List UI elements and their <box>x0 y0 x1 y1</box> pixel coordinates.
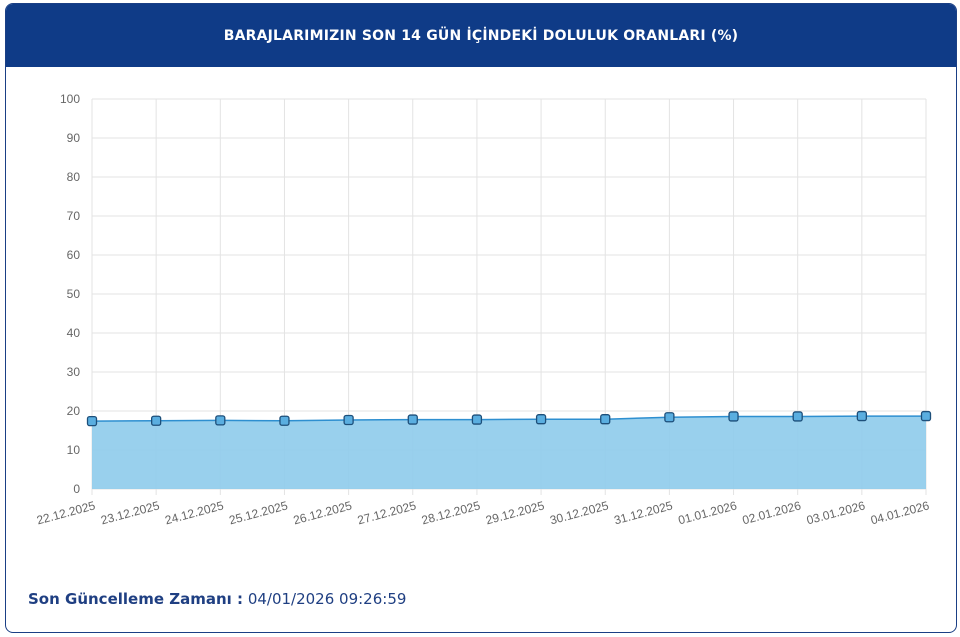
series-line <box>91 415 926 422</box>
x-tick-label: 30.12.2025 <box>548 498 610 527</box>
data-point <box>664 412 675 423</box>
last-update-label: Son Güncelleme Zamanı : <box>28 590 244 608</box>
data-point <box>215 415 226 426</box>
x-tick-label: 29.12.2025 <box>484 498 546 527</box>
y-tick-label: 60 <box>67 248 81 262</box>
x-tick-label: 25.12.2025 <box>228 498 290 527</box>
y-tick-label: 90 <box>67 131 81 145</box>
y-tick-label: 80 <box>67 170 81 184</box>
data-point <box>600 414 611 425</box>
y-tick-label: 40 <box>67 326 81 340</box>
data-point <box>792 411 803 422</box>
x-tick-label: 02.01.2026 <box>741 498 803 527</box>
x-tick-label: 01.01.2026 <box>677 498 739 527</box>
chart-card: BARAJLARIMIZIN SON 14 GÜN İÇİNDEKİ DOLUL… <box>5 3 957 633</box>
data-point <box>535 414 547 425</box>
area-fill <box>92 416 926 489</box>
y-tick-label: 10 <box>67 443 81 457</box>
x-tick-label: 24.12.2025 <box>163 498 225 527</box>
data-point <box>920 410 932 422</box>
x-tick-label: 23.12.2025 <box>99 498 161 527</box>
data-point <box>343 414 354 426</box>
y-tick-label: 20 <box>67 404 81 418</box>
data-point <box>86 415 98 427</box>
chart-title: BARAJLARIMIZIN SON 14 GÜN İÇİNDEKİ DOLUL… <box>6 4 956 67</box>
x-tick-label: 03.01.2026 <box>805 498 867 527</box>
data-point <box>407 414 418 425</box>
x-tick-label: 04.01.2026 <box>869 498 931 527</box>
x-tick-label: 28.12.2025 <box>420 498 482 527</box>
data-point <box>279 415 290 426</box>
data-point <box>471 414 483 425</box>
y-tick-label: 70 <box>67 209 81 223</box>
data-point <box>856 410 867 422</box>
x-tick-label: 22.12.2025 <box>35 498 97 527</box>
x-tick-label: 31.12.2025 <box>613 498 675 527</box>
y-tick-label: 50 <box>67 287 81 301</box>
x-tick-label: 27.12.2025 <box>356 498 418 527</box>
y-tick-label: 0 <box>73 482 80 496</box>
last-update-value: 04/01/2026 09:26:59 <box>247 590 407 608</box>
y-tick-label: 30 <box>67 365 81 379</box>
last-update: Son Güncelleme Zamanı : 04/01/2026 09:26… <box>28 590 406 608</box>
data-point <box>151 415 162 426</box>
x-tick-label: 26.12.2025 <box>292 498 354 527</box>
data-point <box>728 411 739 422</box>
y-tick-label: 100 <box>60 92 80 106</box>
